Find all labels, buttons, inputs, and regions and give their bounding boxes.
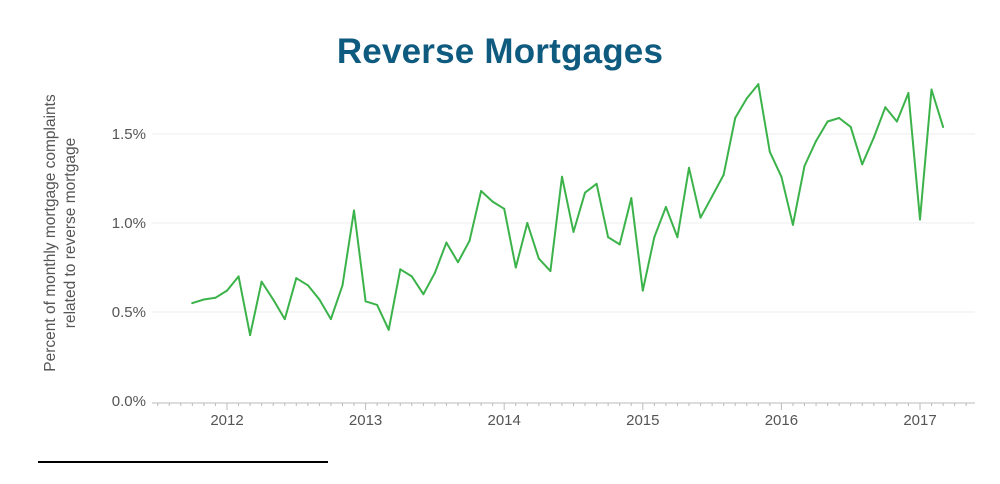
data-point xyxy=(364,300,367,303)
data-point xyxy=(630,197,633,200)
data-point xyxy=(295,277,298,280)
data-point xyxy=(526,222,529,224)
data-point xyxy=(537,257,540,260)
data-point xyxy=(757,83,760,86)
data-point xyxy=(422,293,425,296)
data-point xyxy=(768,150,771,153)
data-point xyxy=(791,223,794,226)
data-point xyxy=(734,116,737,119)
data-point xyxy=(607,236,610,239)
data-point xyxy=(549,270,552,273)
data-point xyxy=(491,200,494,203)
data-point xyxy=(376,303,379,306)
data-point xyxy=(861,163,864,166)
data-point xyxy=(838,116,841,119)
data-point xyxy=(341,284,344,287)
data-point xyxy=(318,298,321,301)
data-point xyxy=(503,207,506,210)
data-point xyxy=(826,120,829,123)
data-point xyxy=(641,289,644,292)
chart-title: Reverse Mortgages xyxy=(336,32,664,71)
data-point xyxy=(214,296,217,299)
data-point xyxy=(260,280,263,283)
x-tick-label: 2017 xyxy=(903,412,936,429)
data-point xyxy=(410,275,413,278)
x-tick-label: 2015 xyxy=(626,412,659,429)
data-point xyxy=(815,140,818,143)
data-point xyxy=(595,182,598,185)
data-point xyxy=(895,120,898,123)
data-point xyxy=(329,318,332,321)
data-point xyxy=(226,289,228,292)
data-point xyxy=(237,275,240,278)
data-point xyxy=(191,302,194,305)
data-point xyxy=(514,266,517,269)
data-point xyxy=(433,271,436,274)
data-point xyxy=(480,189,483,192)
data-point xyxy=(249,334,252,337)
y-tick-label: 0.5% xyxy=(112,304,146,321)
data-point xyxy=(699,216,702,219)
data-point xyxy=(584,191,587,194)
data-point xyxy=(676,236,679,239)
data-point xyxy=(745,97,748,100)
data-point xyxy=(283,318,286,321)
data-point xyxy=(468,239,471,242)
series-layer xyxy=(191,83,945,337)
data-point xyxy=(272,298,275,301)
data-point xyxy=(457,261,459,264)
footnote-divider xyxy=(38,461,328,463)
y-axis: 0.0% 0.5% 1.0% 1.5% xyxy=(112,126,146,410)
data-point xyxy=(664,205,667,208)
data-point xyxy=(202,298,205,301)
data-point xyxy=(653,236,656,239)
x-tick-label: 2014 xyxy=(488,412,521,429)
y-axis-label-line-1: Percent of monthly mortgage complaints xyxy=(42,94,59,372)
data-point xyxy=(930,88,933,91)
y-tick-label: 1.5% xyxy=(112,126,146,143)
x-tick-label: 2016 xyxy=(765,412,798,429)
data-point xyxy=(387,328,390,331)
data-point xyxy=(849,125,852,128)
data-point xyxy=(353,209,356,212)
x-tick-label: 2012 xyxy=(210,412,243,429)
data-point xyxy=(780,175,783,178)
data-point xyxy=(560,175,563,178)
data-point xyxy=(803,165,806,168)
series-line xyxy=(191,83,945,337)
data-point xyxy=(907,92,910,95)
gridlines xyxy=(152,133,975,313)
data-point xyxy=(445,241,448,244)
data-point xyxy=(572,230,575,233)
data-point xyxy=(872,136,875,139)
data-point xyxy=(942,125,945,128)
y-tick-label: 1.0% xyxy=(112,215,146,232)
x-axis-labels: 2012 2013 2014 2015 2016 2017 xyxy=(210,412,936,429)
x-tick-label: 2013 xyxy=(349,412,382,429)
data-point xyxy=(722,173,725,176)
data-point xyxy=(711,195,714,198)
data-point xyxy=(618,243,621,246)
data-point xyxy=(688,166,690,169)
y-tick-label: 0.0% xyxy=(112,393,146,410)
data-point xyxy=(919,218,921,221)
data-point xyxy=(399,268,402,271)
data-point xyxy=(884,106,887,109)
x-axis xyxy=(152,402,975,410)
data-point xyxy=(306,284,309,287)
y-axis-label-line-2: related to reverse mortgage xyxy=(62,138,79,328)
